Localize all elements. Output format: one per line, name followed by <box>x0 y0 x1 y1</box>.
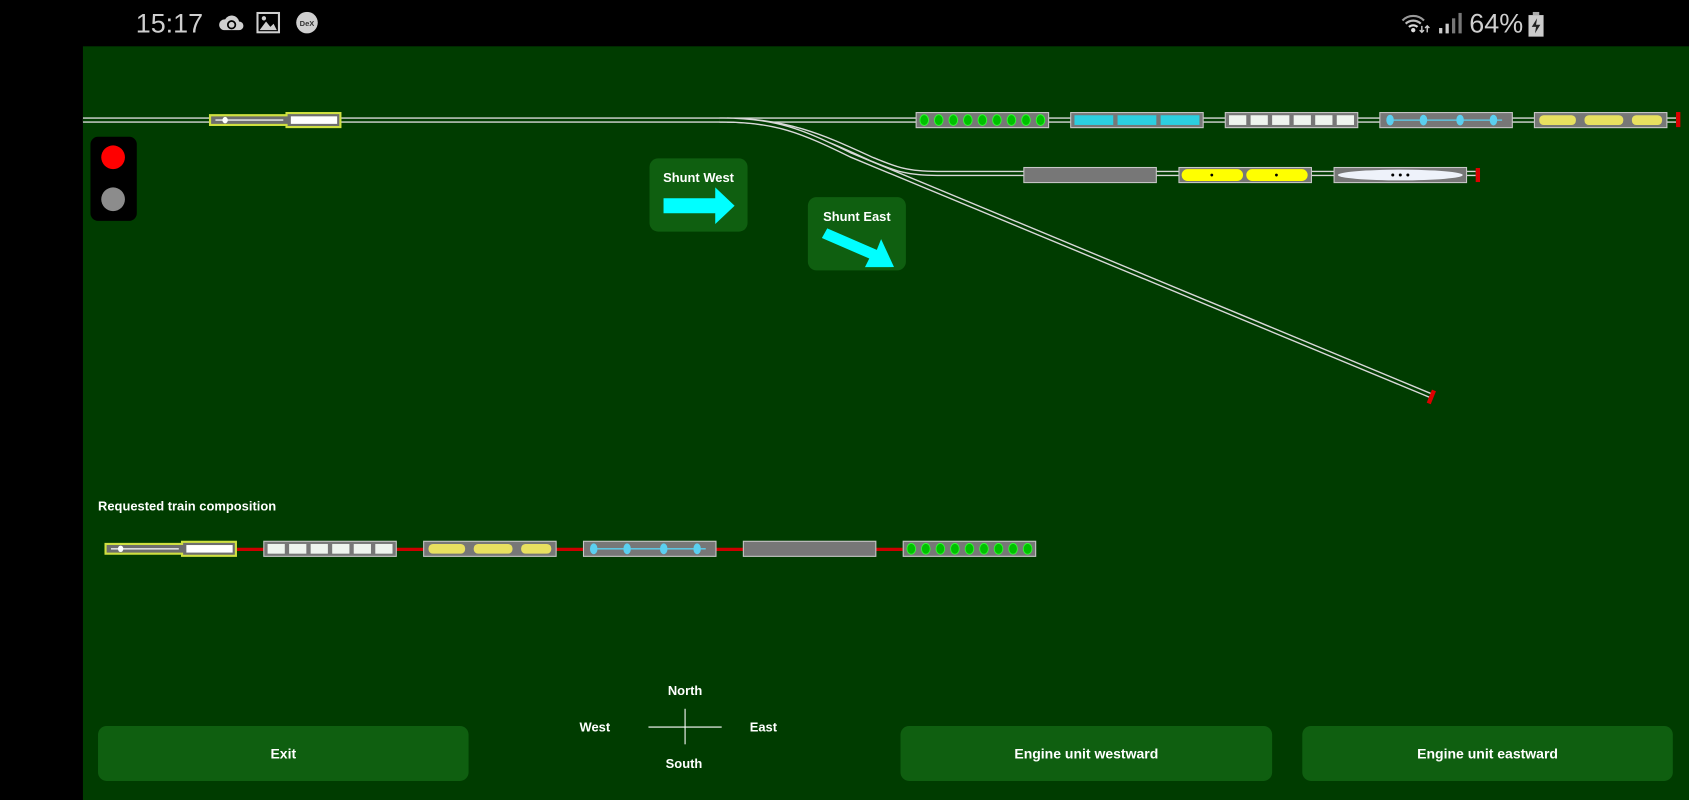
siding-track-2 <box>719 117 1434 399</box>
wagon-yellow-blobs[interactable] <box>423 540 557 557</box>
buffer-stop-siding-1 <box>1475 168 1481 183</box>
signal-green-lamp-off <box>101 187 125 212</box>
svg-text:DeX: DeX <box>300 19 315 28</box>
gallery-icon <box>256 11 281 34</box>
signal-red-lamp <box>101 145 125 170</box>
engine-eastward-button[interactable]: Engine unit eastward <box>1302 726 1673 781</box>
arrow-right-icon <box>662 187 735 225</box>
clock: 15:17 <box>135 8 204 39</box>
wagon-white-capsule[interactable] <box>1333 166 1468 184</box>
wagon-white-squares[interactable] <box>1224 112 1359 129</box>
wagon-cyan-dots-line[interactable] <box>1379 112 1513 129</box>
buffer-stop-siding-2 <box>1426 389 1436 405</box>
composition-title: Requested train composition <box>98 498 277 514</box>
traffic-signal <box>90 136 137 221</box>
exit-button[interactable]: Exit <box>98 726 469 781</box>
compass-west: West <box>579 719 611 735</box>
dex-icon: DeX <box>296 11 318 34</box>
shunt-west-label: Shunt West <box>663 170 734 186</box>
compass-north: North <box>667 682 703 698</box>
wagon-yellow-blobs[interactable] <box>1533 112 1668 129</box>
wagon-green-dots[interactable] <box>915 112 1050 129</box>
cloud-sync-icon <box>219 15 244 31</box>
wagon-green-dots[interactable] <box>902 540 1037 557</box>
wagon-locomotive[interactable] <box>104 540 237 557</box>
engine-westward-button[interactable]: Engine unit westward <box>900 726 1273 781</box>
battery-charging-icon <box>1528 11 1544 37</box>
wifi-icon <box>1401 14 1430 34</box>
buffer-stop-main <box>1676 112 1681 128</box>
wagon-cyan-blocks[interactable] <box>1070 112 1204 129</box>
battery-percentage: 64% <box>1469 8 1524 39</box>
wagon-grey[interactable] <box>1023 166 1157 184</box>
wagon-locomotive[interactable] <box>208 112 342 129</box>
compass-south: South <box>665 756 703 772</box>
compass-cross <box>648 708 722 745</box>
signal-icon <box>1439 12 1462 34</box>
status-bar: 15:17 DeX 64% <box>0 0 1689 46</box>
wagon-grey[interactable] <box>742 540 877 557</box>
shunt-east-label: Shunt East <box>823 208 891 225</box>
arrow-down-right-icon <box>821 228 894 270</box>
shunt-west-button[interactable]: Shunt West <box>649 158 748 232</box>
compass-east: East <box>749 719 778 735</box>
shunt-east-button[interactable]: Shunt East <box>807 197 906 271</box>
wagon-cyan-dots-line[interactable] <box>582 540 717 557</box>
wagon-yellow-pills[interactable] <box>1178 166 1312 184</box>
wagon-white-squares[interactable] <box>263 540 397 557</box>
